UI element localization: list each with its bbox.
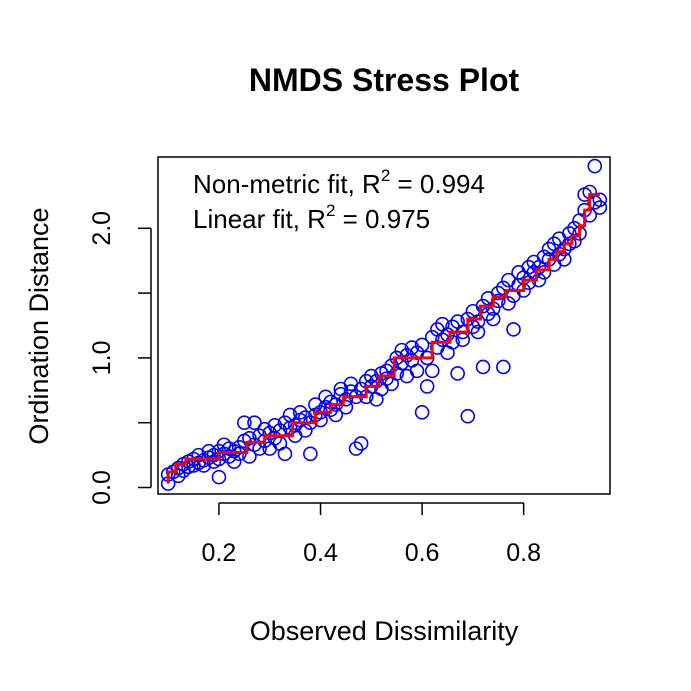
data-point (496, 280, 511, 296)
legend-linear-prefix: Linear fit, R (193, 204, 326, 234)
data-point (226, 454, 242, 469)
plot-frame (157, 156, 611, 495)
data-point (343, 376, 359, 392)
data-point (303, 446, 318, 462)
legend-nonmetric-suffix: = 0.994 (390, 169, 485, 199)
data-point (414, 405, 430, 420)
chart-title: NMDS Stress Plot (249, 62, 520, 98)
x-tick-label: 0.4 (303, 539, 338, 567)
data-point (384, 358, 399, 373)
data-point (496, 359, 511, 375)
legend: Non-metric fit, R2 = 0.994 Linear fit, R… (193, 166, 485, 234)
data-point (424, 363, 440, 379)
data-point (551, 246, 567, 262)
data-point (338, 399, 354, 415)
data-point (450, 366, 465, 381)
data-point (338, 392, 354, 407)
y-axis-label: Ordination Distance (24, 207, 54, 444)
data-point (506, 322, 521, 337)
data-point (328, 407, 344, 423)
data-point (562, 226, 577, 241)
nonmetric-fit-line (166, 193, 600, 484)
y-tick-label: 0.0 (88, 470, 116, 505)
data-point (237, 415, 252, 431)
y-tick-label: 2.0 (88, 211, 116, 246)
data-point (419, 379, 435, 394)
data-point (267, 418, 283, 433)
data-point (409, 363, 425, 379)
data-point (333, 386, 349, 402)
data-point (592, 192, 608, 208)
data-point (414, 337, 430, 353)
data-point (485, 311, 501, 327)
data-point (348, 441, 364, 456)
data-point (592, 200, 608, 215)
data-point (292, 405, 308, 420)
data-point (475, 359, 491, 375)
legend-linear-sup: 2 (326, 201, 335, 220)
legend-linear-suffix: = 0.975 (335, 204, 430, 234)
x-tick-label: 0.8 (506, 539, 541, 567)
data-point (277, 446, 293, 462)
data-point (318, 389, 333, 405)
data-point (521, 259, 537, 275)
data-point (587, 158, 603, 174)
y-tick-label: 1.0 (88, 341, 116, 376)
legend-nonmetric-sup: 2 (381, 166, 390, 185)
data-point (247, 415, 262, 431)
data-point (470, 314, 486, 329)
legend-nonmetric-prefix: Non-metric fit, R (193, 169, 381, 199)
data-point (470, 324, 486, 340)
data-point (460, 408, 476, 424)
x-tick-label: 0.2 (202, 539, 237, 567)
data-point (221, 449, 237, 464)
x-tick-label: 0.6 (405, 539, 440, 567)
y-axis: 0.0 1.0 2.0 (88, 211, 152, 505)
legend-entry-linear: Linear fit, R2 = 0.975 (193, 201, 430, 234)
data-point (399, 348, 415, 363)
x-axis: 0.2 0.4 0.6 0.8 (202, 502, 541, 567)
data-point (501, 296, 516, 311)
x-axis-label: Observed Dissimilarity (250, 616, 519, 646)
legend-entry-nonmetric: Non-metric fit, R2 = 0.994 (193, 166, 485, 199)
data-point (262, 425, 278, 441)
fit-lines (166, 193, 600, 484)
data-point (353, 436, 369, 451)
data-point (211, 469, 227, 485)
